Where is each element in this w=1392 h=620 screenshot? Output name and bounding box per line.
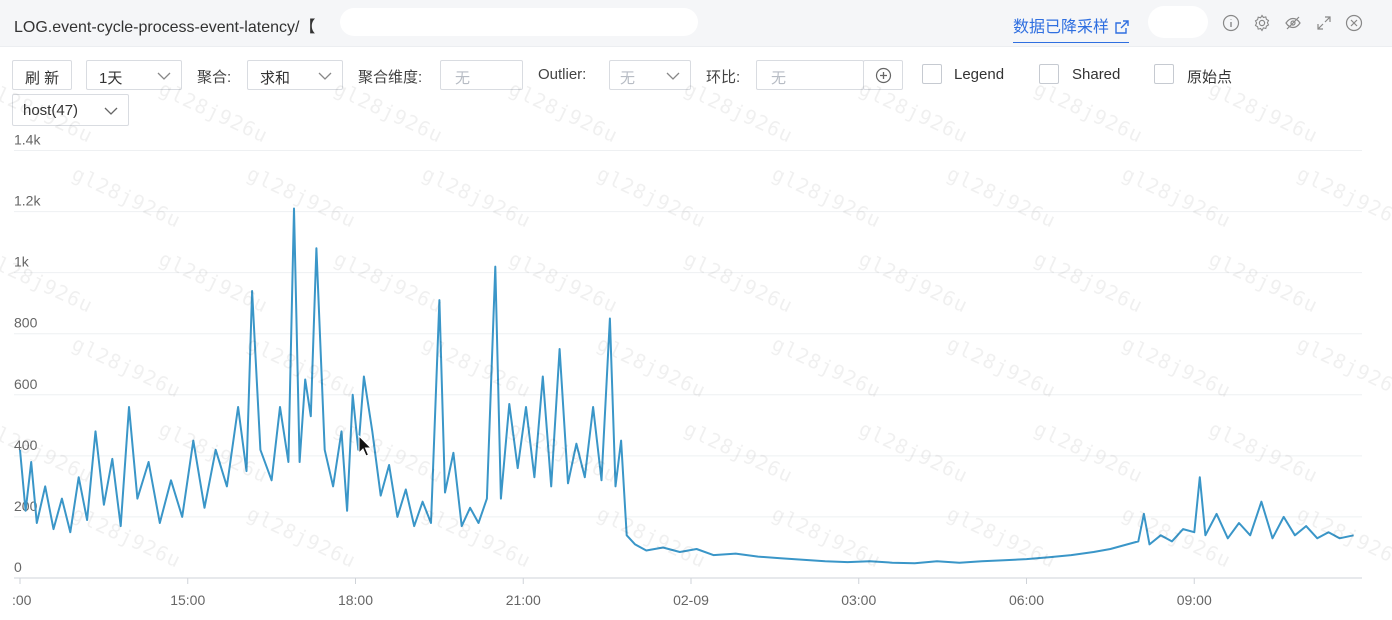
raw-points-checkbox-label[interactable]: 原始点	[1187, 69, 1233, 86]
add-ratio-button[interactable]	[863, 60, 903, 90]
x-tick-label: 02-09	[673, 592, 709, 608]
x-tick-label: 06:00	[1009, 592, 1044, 608]
mouse-cursor-icon	[358, 434, 373, 462]
agg-dim-placeholder: 无	[455, 70, 471, 87]
legend-checkbox-label[interactable]: Legend	[954, 66, 1005, 83]
downsampled-link[interactable]: 数据已降采样	[1013, 13, 1130, 43]
ratio-label: 环比:	[706, 69, 741, 86]
shared-checkbox[interactable]	[1039, 64, 1059, 84]
external-link-icon	[1115, 20, 1129, 39]
series-line[interactable]	[19, 207, 1354, 565]
x-tick-label: 18:00	[338, 592, 373, 608]
x-tick-label: 03:00	[841, 592, 876, 608]
panel-title: LOG.event-cycle-process-event-latency/【	[14, 19, 316, 36]
chevron-down-icon	[666, 69, 680, 86]
agg-dim-input[interactable]: 无	[440, 60, 523, 90]
info-icon[interactable]	[1222, 14, 1240, 32]
gear-icon[interactable]	[1253, 14, 1271, 32]
chevron-down-icon	[318, 69, 332, 86]
outlier-select[interactable]: 无	[609, 60, 691, 90]
time-range-select[interactable]: 1天	[86, 60, 182, 90]
x-tick-label: :00	[12, 592, 32, 608]
shared-checkbox-label[interactable]: Shared	[1072, 66, 1121, 83]
legend-checkbox[interactable]	[922, 64, 942, 84]
y-tick-label: 400	[14, 437, 38, 453]
host-filter-select[interactable]: host(47)	[12, 94, 129, 126]
y-tick-label: 1k	[14, 254, 30, 270]
agg-select[interactable]: 求和	[247, 60, 343, 90]
downsampled-link-label: 数据已降采样	[1013, 19, 1110, 36]
x-tick-label: 21:00	[506, 592, 541, 608]
ratio-input[interactable]: 无	[756, 60, 864, 90]
ratio-placeholder: 无	[771, 70, 787, 87]
agg-dim-label: 聚合维度:	[358, 69, 423, 86]
x-tick-label: 15:00	[170, 592, 205, 608]
outlier-value: 无	[620, 70, 636, 87]
raw-points-checkbox[interactable]	[1154, 64, 1174, 84]
host-filter-value: host(47)	[23, 102, 79, 119]
plus-circle-icon	[875, 67, 892, 88]
panel-title-bar: LOG.event-cycle-process-event-latency/【 …	[0, 0, 1392, 47]
y-tick-label: 0	[14, 559, 22, 575]
refresh-button[interactable]: 刷 新	[12, 60, 72, 90]
outlier-label: Outlier:	[538, 66, 587, 83]
y-tick-label: 1.2k	[14, 193, 41, 209]
redacted-block	[1148, 6, 1208, 38]
agg-label: 聚合:	[197, 69, 232, 86]
redacted-block	[340, 8, 698, 36]
chevron-down-icon	[157, 69, 171, 86]
agg-value: 求和	[260, 70, 291, 87]
time-range-value: 1天	[99, 70, 123, 87]
y-tick-label: 800	[14, 315, 38, 331]
close-icon[interactable]	[1345, 14, 1363, 32]
refresh-button-label: 刷 新	[25, 70, 60, 87]
hide-icon[interactable]	[1284, 14, 1302, 32]
x-tick-label: 09:00	[1177, 592, 1212, 608]
chevron-down-icon	[104, 104, 118, 121]
expand-icon[interactable]	[1315, 14, 1333, 32]
y-tick-label: 1.4k	[14, 132, 41, 148]
y-tick-label: 600	[14, 376, 38, 392]
